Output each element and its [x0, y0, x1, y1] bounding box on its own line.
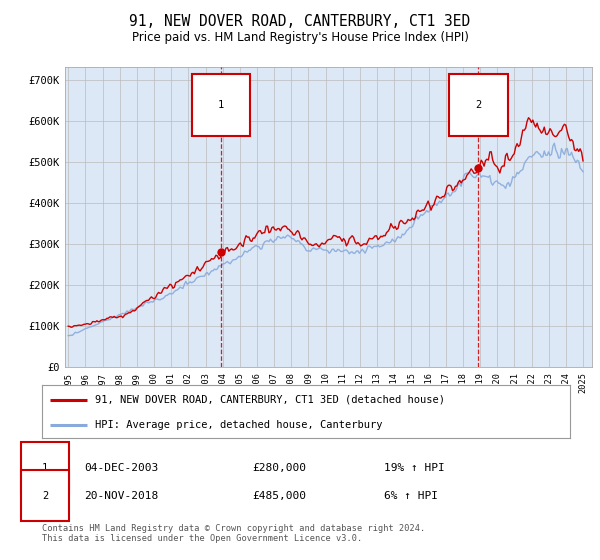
Text: 20-NOV-2018: 20-NOV-2018: [84, 491, 158, 501]
Text: 91, NEW DOVER ROAD, CANTERBURY, CT1 3ED (detached house): 91, NEW DOVER ROAD, CANTERBURY, CT1 3ED …: [95, 395, 445, 405]
Text: £485,000: £485,000: [252, 491, 306, 501]
Text: 1: 1: [42, 463, 48, 473]
Text: 19% ↑ HPI: 19% ↑ HPI: [384, 463, 445, 473]
Text: 6% ↑ HPI: 6% ↑ HPI: [384, 491, 438, 501]
Text: 2: 2: [475, 100, 481, 110]
Text: 91, NEW DOVER ROAD, CANTERBURY, CT1 3ED: 91, NEW DOVER ROAD, CANTERBURY, CT1 3ED: [130, 14, 470, 29]
Text: 04-DEC-2003: 04-DEC-2003: [84, 463, 158, 473]
Text: HPI: Average price, detached house, Canterbury: HPI: Average price, detached house, Cant…: [95, 419, 382, 430]
Text: 1: 1: [218, 100, 224, 110]
Text: Contains HM Land Registry data © Crown copyright and database right 2024.
This d: Contains HM Land Registry data © Crown c…: [42, 524, 425, 543]
Text: Price paid vs. HM Land Registry's House Price Index (HPI): Price paid vs. HM Land Registry's House …: [131, 31, 469, 44]
Text: £280,000: £280,000: [252, 463, 306, 473]
Text: 2: 2: [42, 491, 48, 501]
